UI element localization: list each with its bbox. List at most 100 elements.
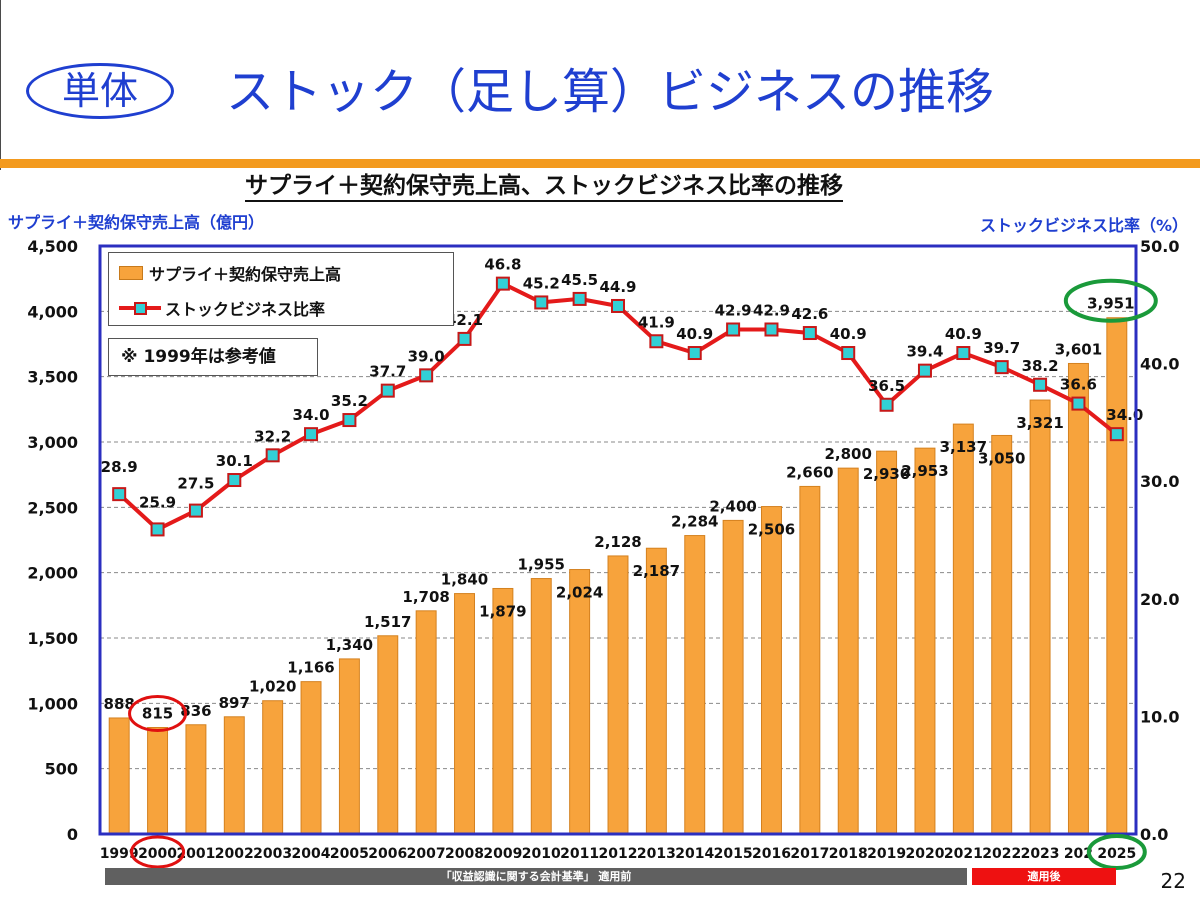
bar-series bbox=[108, 317, 1128, 835]
bar bbox=[914, 447, 936, 835]
plot-frame bbox=[98, 244, 1138, 836]
x-tick-label: 2025 bbox=[1097, 846, 1136, 862]
line-point bbox=[188, 503, 203, 518]
line-point bbox=[419, 368, 434, 383]
bar bbox=[837, 467, 859, 835]
ratio-value-label: 40.9 bbox=[945, 325, 982, 343]
bar-value-label: 2,930 bbox=[863, 465, 910, 483]
right-tick-label: 0.0 bbox=[1140, 825, 1168, 844]
line-point bbox=[572, 291, 587, 306]
right-tick-label: 40.0 bbox=[1140, 355, 1179, 374]
line-point bbox=[534, 295, 549, 310]
bar-value-label: 2,024 bbox=[556, 584, 603, 602]
bar bbox=[569, 569, 591, 835]
bar bbox=[1029, 399, 1051, 835]
bar-value-label: 1,708 bbox=[402, 588, 449, 606]
ratio-value-label: 40.9 bbox=[830, 325, 867, 343]
bar-value-label: 1,166 bbox=[287, 659, 334, 677]
bar bbox=[1106, 317, 1128, 835]
bar bbox=[262, 700, 284, 835]
ratio-value-label: 39.0 bbox=[408, 347, 445, 365]
page-number: 22 bbox=[1160, 869, 1186, 893]
line-point bbox=[342, 413, 357, 428]
x-tick-label: 2014 bbox=[675, 846, 714, 862]
bar-value-label: 3,137 bbox=[940, 438, 987, 456]
bar-value-label: 2,400 bbox=[709, 497, 756, 515]
x-tick-label: 2000 bbox=[138, 846, 177, 862]
x-tick-label: 2002 bbox=[215, 846, 254, 862]
x-tick-label: 2001 bbox=[176, 846, 215, 862]
line-point bbox=[917, 363, 932, 378]
highlight-2025-year bbox=[1086, 834, 1147, 870]
bar bbox=[108, 717, 130, 835]
right-tick-label: 10.0 bbox=[1140, 707, 1179, 726]
ratio-value-label: 37.7 bbox=[369, 363, 406, 381]
left-tick-label: 1,000 bbox=[27, 694, 78, 713]
left-tick-label: 500 bbox=[45, 760, 78, 779]
bar bbox=[377, 635, 399, 835]
period-before-band: 「収益認識に関する会計基準」 適用前 bbox=[105, 868, 967, 885]
left-tick-label: 2,000 bbox=[27, 564, 78, 583]
bar-value-label: 2,953 bbox=[901, 462, 948, 480]
chart-title: サプライ＋契約保守売上高、ストックビジネス比率の推移 bbox=[245, 172, 843, 202]
line-point bbox=[457, 331, 472, 346]
ratio-value-label: 40.9 bbox=[676, 325, 713, 343]
bar-value-label: 1,955 bbox=[518, 556, 565, 574]
bar-value-label: 3,321 bbox=[1016, 414, 1063, 432]
bar bbox=[952, 423, 974, 835]
ratio-value-label: 42.6 bbox=[791, 305, 828, 323]
ratio-value-label: 42.1 bbox=[446, 311, 483, 329]
bar bbox=[799, 485, 821, 835]
bar bbox=[147, 727, 169, 835]
ratio-value-label: 38.2 bbox=[1022, 357, 1059, 375]
highlight-2000-value bbox=[128, 695, 188, 733]
x-tick-label: 2007 bbox=[407, 846, 446, 862]
bar-value-label: 1,020 bbox=[249, 678, 296, 696]
right-tick-label: 20.0 bbox=[1140, 590, 1179, 609]
x-tick-label: 2011 bbox=[560, 846, 599, 862]
legend-bar-swatch bbox=[119, 266, 143, 280]
line-point bbox=[687, 346, 702, 361]
bar bbox=[338, 658, 360, 835]
scope-badge: 単体 bbox=[26, 63, 174, 119]
line-point bbox=[495, 276, 510, 291]
ratio-value-label: 42.9 bbox=[715, 301, 752, 319]
period-after-band: 適用後 bbox=[972, 868, 1116, 885]
bar-value-label: 1,517 bbox=[364, 613, 411, 631]
ratio-value-label: 45.5 bbox=[561, 271, 598, 289]
bar-value-label: 2,284 bbox=[671, 513, 718, 531]
ratio-value-label: 34.0 bbox=[1106, 406, 1143, 424]
right-axis-title: ストックビジネス比率（%） bbox=[979, 216, 1188, 235]
x-tick-label: 2022 bbox=[982, 846, 1021, 862]
legend-item-bar: サプライ＋契約保守売上高 bbox=[119, 258, 341, 288]
x-tick-label: 2021 bbox=[944, 846, 983, 862]
ratio-value-label: 39.4 bbox=[906, 343, 943, 361]
left-tick-label: 3,000 bbox=[27, 433, 78, 452]
bar bbox=[185, 724, 207, 835]
x-tick-label: 2012 bbox=[599, 846, 638, 862]
ratio-value-label: 36.6 bbox=[1060, 376, 1097, 394]
line-point bbox=[1033, 377, 1048, 392]
ratio-value-label: 27.5 bbox=[177, 475, 214, 493]
bar-value-label: 1,840 bbox=[441, 571, 488, 589]
line-markers bbox=[112, 276, 1124, 537]
line-point bbox=[956, 346, 971, 361]
left-tick-label: 4,000 bbox=[27, 302, 78, 321]
x-tick-label: 2005 bbox=[330, 846, 369, 862]
line-point bbox=[802, 326, 817, 341]
bar-value-label: 3,050 bbox=[978, 449, 1025, 467]
chart-legend: サプライ＋契約保守売上高 ストックビジネス比率 bbox=[108, 252, 454, 326]
x-tick-label: 2008 bbox=[445, 846, 484, 862]
right-tick-label: 50.0 bbox=[1140, 237, 1179, 256]
bar-value-label: 3,601 bbox=[1055, 340, 1102, 358]
line-point bbox=[726, 322, 741, 337]
x-tick-label: 2003 bbox=[253, 846, 292, 862]
line-point bbox=[994, 360, 1009, 375]
bar-value-label: 2,506 bbox=[748, 521, 795, 539]
bar-value-label: 3,951 bbox=[1087, 295, 1134, 313]
line-point bbox=[265, 448, 280, 463]
bar bbox=[300, 681, 322, 835]
left-tick-label: 4,500 bbox=[27, 237, 78, 256]
legend-line-label: ストックビジネス比率 bbox=[165, 300, 326, 319]
